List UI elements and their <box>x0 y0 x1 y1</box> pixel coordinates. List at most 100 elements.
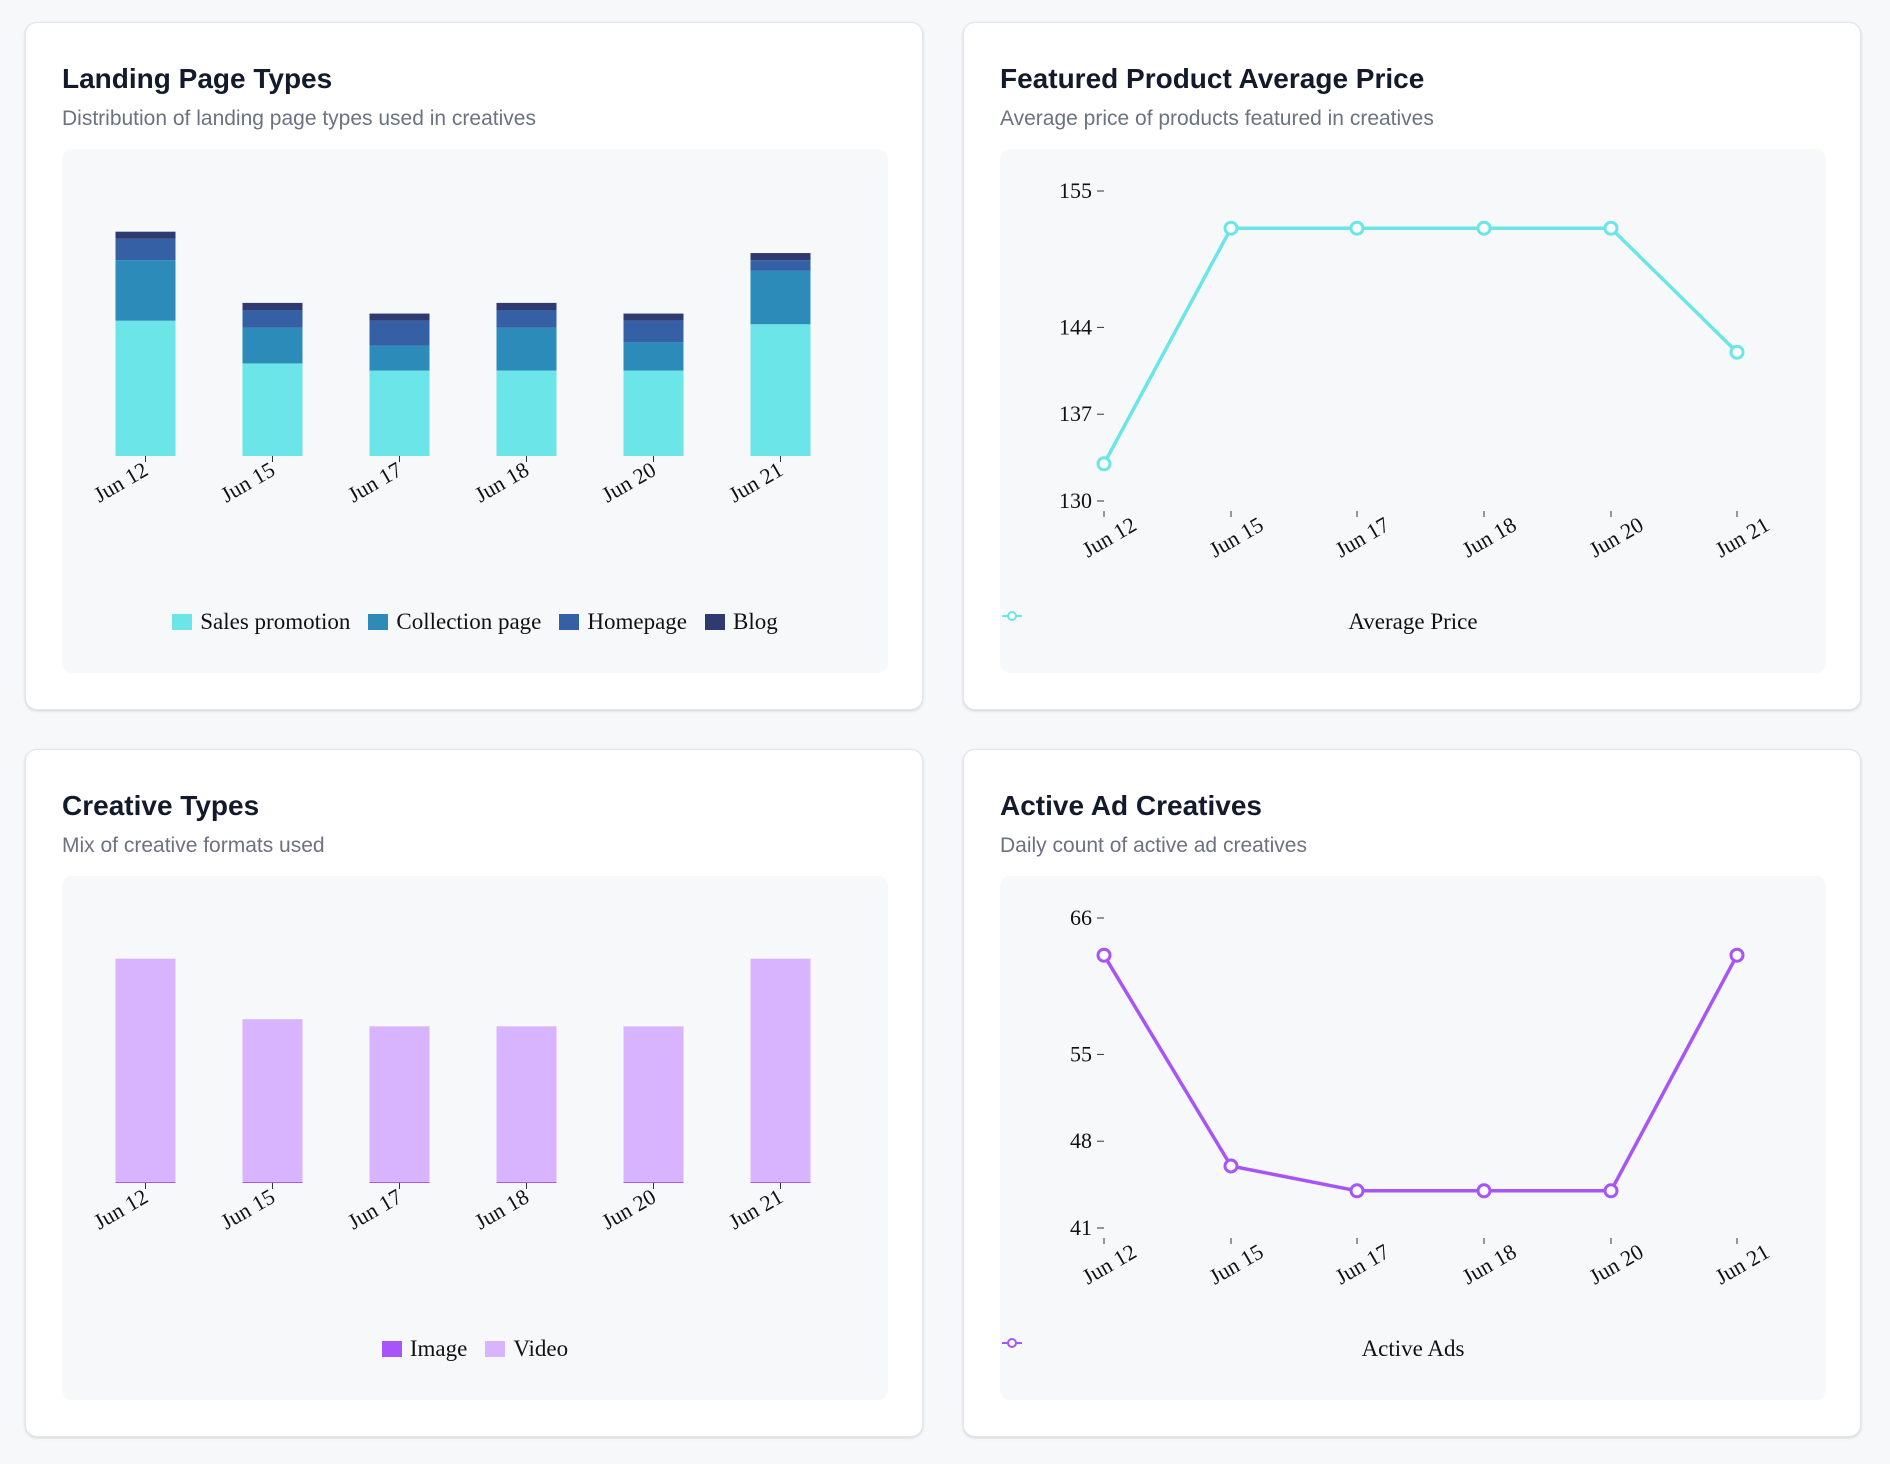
legend-swatch <box>485 1341 506 1357</box>
x-tick-label: Jun 21 <box>724 1184 787 1235</box>
legend-label: Sales promotion <box>200 609 351 634</box>
stacked-bar-chart: Jun 12 Jun 15 Jun 17 Jun 18 Jun 20 Jun 21 <box>89 958 811 1235</box>
legend-label: Homepage <box>587 609 688 634</box>
chart-plot-area: 130 137 144 155 Jun 12 Jun 15 Jun 17 Jun 18 Jun … <box>1000 149 1826 673</box>
data-point-jun-18 <box>1476 220 1492 236</box>
legend-item-active-ads: Active Ads <box>1002 1336 1465 1362</box>
bar-video-jun-21 <box>750 958 811 1182</box>
x-tick-label: Jun 18 <box>1458 512 1521 563</box>
series-line-average-price <box>1102 226 1739 465</box>
legend-swatch <box>705 614 726 630</box>
x-tick-label: Jun 15 <box>216 1184 279 1235</box>
bar-video-jun-20 <box>623 1026 684 1182</box>
data-point-jun-18 <box>1476 1183 1492 1199</box>
x-tick-label: Jun 17 <box>343 1184 406 1235</box>
y-tick-label: 55 <box>1070 1041 1092 1066</box>
data-point-jun-15 <box>1223 220 1239 236</box>
y-tick-label: 144 <box>1059 314 1092 339</box>
data-point-jun-20 <box>1603 1183 1619 1199</box>
x-tick-label: Jun 15 <box>1205 512 1268 563</box>
legend-item-image: Image <box>381 1336 468 1362</box>
bar-sales-promotion-jun-20 <box>623 370 684 456</box>
legend-line-marker <box>1002 1338 1022 1348</box>
legend-label: Blog <box>733 609 778 634</box>
chart-card-landing-page-types: Landing Page Types Distribution of landi… <box>25 22 923 710</box>
line-chart: 41 48 55 66 Jun 12 Jun 15 Jun 17 Jun 18 Jun 20 Ju… <box>1070 905 1774 1290</box>
line-chart: 130 137 144 155 Jun 12 Jun 15 Jun 17 Jun 18 Jun … <box>1059 178 1774 563</box>
bar-image-jun-20 <box>623 1181 684 1183</box>
data-point-jun-15 <box>1223 1158 1239 1174</box>
x-tick-label: Jun 15 <box>216 457 279 508</box>
bar-blog-jun-21 <box>750 253 811 261</box>
bar-video-jun-15 <box>242 1019 303 1182</box>
stacked-bar-chart: Jun 12 Jun 15 Jun 17 Jun 18 Jun 20 Jun 21 <box>89 231 811 508</box>
chart-plot-area: 41 48 55 66 Jun 12 Jun 15 Jun 17 Jun 18 Jun 20 Ju… <box>1000 876 1826 1400</box>
bar-sales-promotion-jun-12 <box>115 320 176 456</box>
legend-label: Average Price <box>1348 609 1478 634</box>
data-point-jun-20 <box>1603 220 1619 236</box>
chart-legend: Sales promotion Collection page Homepage Bl… <box>62 609 888 635</box>
y-tick-label: 41 <box>1070 1215 1092 1240</box>
bar-sales-promotion-jun-17 <box>369 370 430 456</box>
legend-label: Active Ads <box>1361 1336 1465 1361</box>
bar-collection-page-jun-12 <box>115 260 176 321</box>
x-tick-label: Jun 20 <box>1585 1239 1648 1290</box>
y-tick-label: 130 <box>1059 488 1092 513</box>
x-tick-label: Jun 18 <box>1458 1239 1521 1290</box>
series-line-active-ads <box>1102 954 1739 1193</box>
card-subtitle: Distribution of landing page types used … <box>62 107 536 130</box>
card-subtitle: Daily count of active ad creatives <box>1000 834 1307 857</box>
card-subtitle: Average price of products featured in cr… <box>1000 107 1434 130</box>
data-point-jun-12 <box>1096 947 1112 963</box>
bar-homepage-jun-17 <box>369 320 430 346</box>
legend-item-average-price: Average Price <box>1002 609 1478 635</box>
legend-swatch <box>559 614 580 630</box>
x-tick-label: Jun 21 <box>724 457 787 508</box>
x-tick-label: Jun 18 <box>470 457 533 508</box>
x-tick-label: Jun 17 <box>343 457 406 508</box>
y-tick-label: 155 <box>1059 178 1092 203</box>
bar-image-jun-18 <box>496 1181 557 1183</box>
x-tick-label: Jun 21 <box>1711 1239 1774 1290</box>
bar-video-jun-17 <box>369 1026 430 1182</box>
x-tick-label: Jun 20 <box>597 1184 660 1235</box>
card-title: Creative Types <box>62 790 260 821</box>
legend-line-marker <box>1002 611 1022 621</box>
legend-label: Collection page <box>396 609 542 634</box>
y-tick-label: 66 <box>1070 905 1092 930</box>
bar-collection-page-jun-21 <box>750 270 811 325</box>
bar-video-jun-18 <box>496 1026 557 1182</box>
bar-homepage-jun-15 <box>242 310 303 328</box>
x-tick-label: Jun 17 <box>1331 512 1394 563</box>
legend-swatch <box>172 614 193 630</box>
chart-legend: Image Video <box>62 1336 888 1362</box>
chart-plot-area: Jun 12 Jun 15 Jun 17 Jun 18 Jun 20 Jun 21 Ima… <box>62 876 888 1400</box>
legend-item-sales-promotion: Sales promotion <box>172 609 350 635</box>
bar-blog-jun-17 <box>369 313 430 321</box>
card-subtitle: Mix of creative formats used <box>62 834 325 857</box>
bar-homepage-jun-20 <box>623 320 684 343</box>
data-point-jun-12 <box>1096 456 1112 472</box>
legend-swatch <box>381 1341 402 1357</box>
x-tick-label: Jun 18 <box>470 1184 533 1235</box>
bar-homepage-jun-12 <box>115 238 176 261</box>
data-point-jun-17 <box>1349 1183 1365 1199</box>
legend-item-video: Video <box>485 1336 568 1362</box>
legend-swatch <box>368 614 389 630</box>
chart-card-creative-types: Creative Types Mix of creative formats u… <box>25 749 923 1437</box>
chart-plot-area: Jun 12 Jun 15 Jun 17 Jun 18 Jun 20 Jun 21 Sal… <box>62 149 888 673</box>
x-tick-label: Jun 12 <box>1078 512 1141 563</box>
legend-item-homepage: Homepage <box>559 609 687 635</box>
x-tick-label: Jun 15 <box>1205 1239 1268 1290</box>
bar-homepage-jun-21 <box>750 260 811 271</box>
x-tick-label: Jun 17 <box>1331 1239 1394 1290</box>
legend-label: Image <box>409 1336 468 1361</box>
bar-collection-page-jun-15 <box>242 327 303 364</box>
bar-sales-promotion-jun-21 <box>750 324 811 456</box>
bar-collection-page-jun-20 <box>623 342 684 371</box>
chart-card-active-ad-creatives: Active Ad Creatives Daily count of activ… <box>963 749 1861 1437</box>
bar-blog-jun-12 <box>115 231 176 239</box>
x-tick-label: Jun 12 <box>89 1184 152 1235</box>
bar-sales-promotion-jun-18 <box>496 370 557 456</box>
bar-collection-page-jun-17 <box>369 345 430 371</box>
